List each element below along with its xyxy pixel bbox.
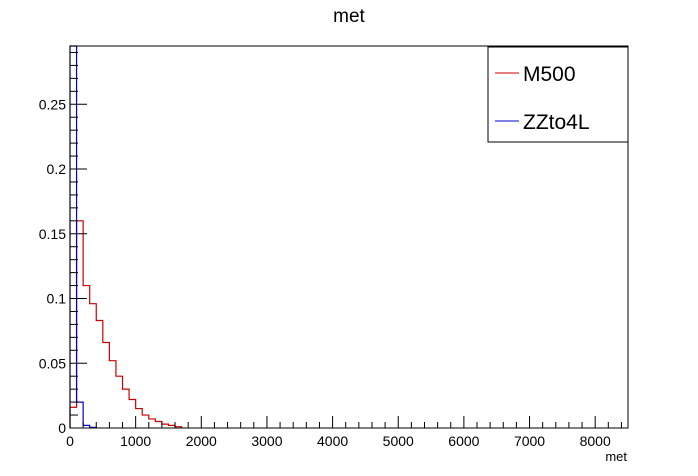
y-tick-label: 0.1 [47,291,67,307]
x-tick-label: 2000 [186,433,217,449]
y-tick-label: 0.15 [39,226,66,242]
series-layer [69,45,183,428]
legend: M500 ZZto4L [487,46,629,143]
x-tick-label: 0 [66,433,74,449]
ticks-layer: 0 1000 2000 3000 4000 5000 6000 7000 8000 0 0.05 0.… [39,51,622,449]
x-tick-label: 6000 [448,433,479,449]
plot-frame [69,45,629,429]
x-axis-label: met [605,449,627,464]
x-tick-label: 1000 [120,433,151,449]
chart-title: met [333,6,365,27]
x-tick-label: 3000 [251,433,282,449]
legend-label-m500: M500 [523,63,576,86]
y-tick-label: 0.05 [39,355,66,371]
legend-label-zzto4l: ZZto4L [523,111,590,134]
series-m500-line [69,220,183,428]
x-tick-label: 4000 [317,433,348,449]
legend-box [487,46,629,143]
x-tick-label: 5000 [383,433,414,449]
y-tick-label: 0 [58,420,66,436]
x-tick-label: 7000 [514,433,545,449]
y-tick-label: 0.25 [39,96,66,112]
y-tick-label: 0.2 [47,161,67,177]
x-tick-label: 8000 [580,433,611,449]
